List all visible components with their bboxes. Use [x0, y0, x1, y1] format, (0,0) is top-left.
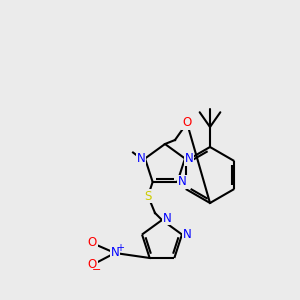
Text: O: O [182, 116, 192, 130]
Text: −: − [92, 265, 102, 275]
Text: N: N [183, 228, 191, 241]
Text: N: N [178, 176, 187, 188]
Text: S: S [144, 190, 152, 202]
Text: N: N [137, 152, 146, 165]
Text: O: O [87, 236, 97, 250]
Text: N: N [111, 247, 119, 260]
Text: +: + [116, 243, 124, 253]
Text: N: N [184, 152, 193, 165]
Text: O: O [87, 259, 97, 272]
Text: N: N [163, 212, 171, 224]
